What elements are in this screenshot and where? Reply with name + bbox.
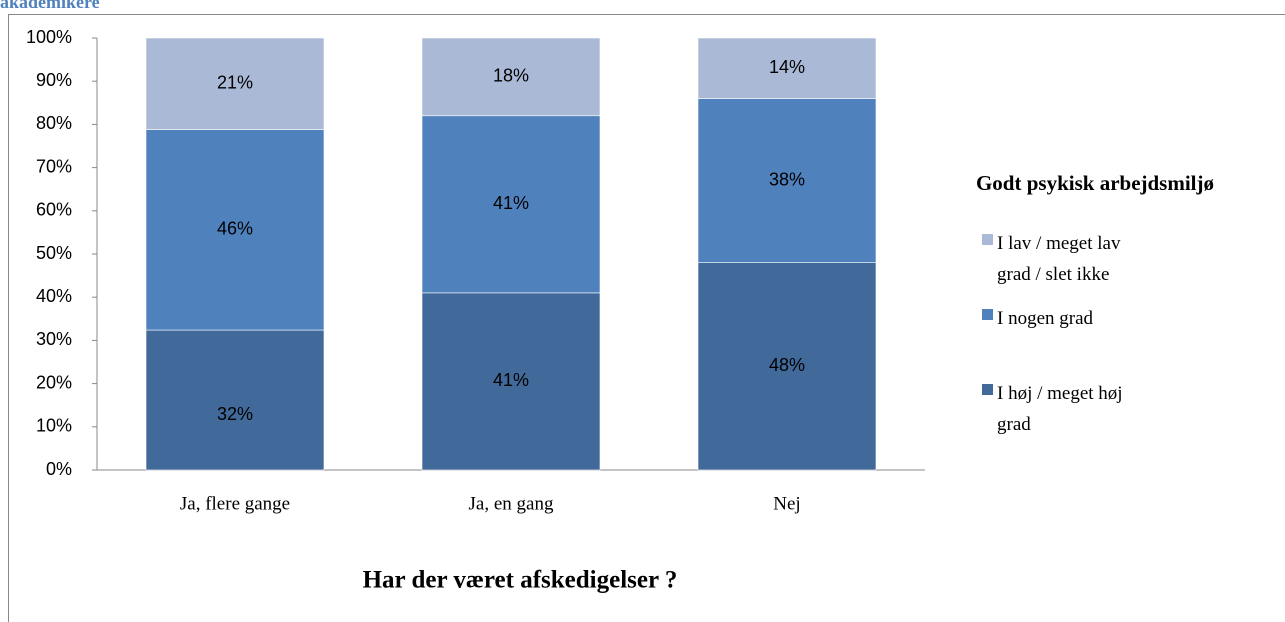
legend-swatch — [982, 384, 993, 395]
y-tick-label: 100% — [26, 27, 72, 47]
y-tick-label: 0% — [46, 459, 72, 479]
y-tick-label: 70% — [36, 156, 72, 176]
x-tick-label: Ja, en gang — [469, 493, 554, 514]
caption: akademikere — [0, 0, 100, 12]
y-tick-label: 10% — [36, 416, 72, 436]
y-tick-label: 50% — [36, 243, 72, 263]
data-label: 46% — [217, 219, 253, 239]
data-label: 18% — [493, 66, 529, 86]
data-label: 21% — [217, 73, 253, 93]
data-label: 32% — [217, 404, 253, 424]
bar-segment — [145, 37, 325, 130]
bar-segment — [697, 98, 877, 263]
legend-swatch — [982, 309, 993, 320]
legend-item: I nogen grad — [982, 303, 1152, 334]
data-label: 41% — [493, 370, 529, 390]
bar-segment — [421, 37, 601, 117]
legend-title: Godt psykisk arbejdsmiljø — [976, 171, 1214, 195]
data-label: 41% — [493, 193, 529, 213]
y-tick-label: 90% — [36, 70, 72, 90]
legend-swatch — [982, 234, 993, 245]
legend: I lav / meget lav grad / slet ikke I noge… — [982, 228, 1152, 440]
legend-label: I høj / meget høj grad — [997, 383, 1123, 435]
data-label: 48% — [769, 355, 805, 375]
y-tick-label: 40% — [36, 286, 72, 306]
y-tick-label: 80% — [36, 113, 72, 133]
y-tick-label: 60% — [36, 200, 72, 220]
y-tick-label: 20% — [36, 372, 72, 392]
bar-segment — [145, 329, 325, 471]
chart-frame — [8, 14, 1285, 622]
bar-segment — [697, 262, 877, 471]
legend-item: I lav / meget lav grad / slet ikke — [982, 228, 1152, 290]
bar-segment — [697, 37, 877, 99]
x-tick-label: Nej — [773, 493, 800, 514]
data-label: 14% — [769, 57, 805, 77]
bar-segment — [145, 129, 325, 331]
x-tick-label: Ja, flere gange — [180, 493, 290, 514]
legend-item: I høj / meget høj grad — [982, 378, 1152, 440]
y-tick-label: 30% — [36, 329, 72, 349]
x-axis-title: Har der været afskedigelser ? — [363, 567, 678, 594]
bar-segment — [421, 115, 601, 294]
bar-segment — [421, 292, 601, 471]
legend-label: I nogen grad — [997, 308, 1094, 329]
data-label: 38% — [769, 169, 805, 189]
legend-label: I lav / meget lav grad / slet ikke — [997, 233, 1121, 285]
